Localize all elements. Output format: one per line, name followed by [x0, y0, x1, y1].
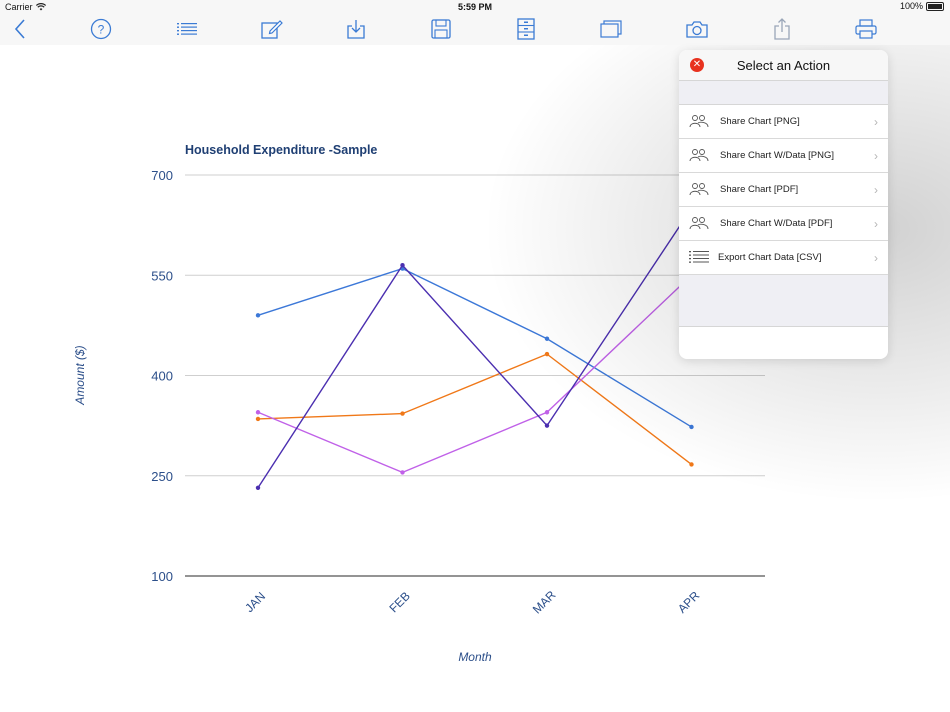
close-icon[interactable]: ✕ [690, 58, 704, 72]
popover-title: Select an Action [736, 58, 831, 73]
windows-icon [600, 20, 622, 38]
print-icon [855, 19, 877, 39]
battery-icon [926, 1, 944, 11]
popover-item-label: Share Chart [PNG] [720, 116, 800, 127]
popover-item[interactable]: Export Chart Data [CSV] › [679, 241, 888, 275]
back-icon [14, 19, 25, 39]
x-tick-label: APR [675, 588, 703, 616]
people-icon [689, 148, 709, 164]
popover-item[interactable]: Share Chart W/Data [PDF] › [679, 207, 888, 241]
popover-item[interactable]: Share Chart W/Data [PNG] › [679, 139, 888, 173]
battery-percent: 100% [899, 1, 923, 11]
status-time: 5:59 PM [457, 2, 492, 12]
data-point [400, 411, 405, 416]
download-icon [347, 20, 365, 39]
cabinet-icon [517, 18, 535, 40]
save-button[interactable] [429, 18, 453, 40]
popover-item[interactable]: Share Chart [PDF] › [679, 173, 888, 207]
edit-button[interactable] [260, 18, 284, 40]
share-icon [774, 18, 790, 40]
data-point [255, 313, 261, 318]
carrier-info: Carrier [5, 2, 46, 12]
x-tick-label: FEB [386, 589, 412, 615]
action-popover: ✕ Select an Action Share Chart [PNG] › Sha… [679, 50, 888, 359]
chart-area: Household Expenditure -Sample 100 250 400 5… [0, 45, 950, 712]
popover-item[interactable]: Share Chart [PNG] › [679, 105, 888, 139]
chevron-right-icon: › [874, 115, 878, 129]
popover-spacer [679, 81, 888, 105]
y-tick-label: 400 [151, 369, 173, 384]
toolbar: ? [0, 14, 950, 45]
download-button[interactable] [344, 18, 368, 40]
series-4 [255, 206, 694, 490]
data-point [544, 423, 550, 428]
chevron-right-icon: › [874, 183, 878, 197]
series-line [257, 274, 692, 474]
y-axis-label: Amount ($) [73, 345, 87, 405]
chart-title: Household Expenditure -Sample [185, 143, 377, 157]
popover-item-label: Share Chart W/Data [PNG] [720, 150, 835, 161]
wifi-icon [35, 3, 46, 11]
save-icon [431, 19, 451, 39]
chevron-right-icon: › [874, 251, 878, 265]
chevron-right-icon: › [874, 149, 878, 163]
x-axis-label: Month [458, 650, 492, 664]
series-line [257, 208, 693, 489]
camera-icon [686, 21, 708, 38]
popover-header: ✕ Select an Action [679, 50, 888, 81]
y-tick-label: 550 [151, 268, 173, 283]
camera-button[interactable] [685, 18, 709, 40]
people-icon [689, 182, 709, 198]
list-icon [689, 250, 709, 266]
series-2 [255, 351, 694, 467]
list-button[interactable] [175, 18, 199, 40]
data-point [689, 462, 694, 467]
cabinet-button[interactable] [514, 18, 538, 40]
y-tick-label: 100 [151, 569, 173, 584]
carrier-label: Carrier [5, 2, 33, 12]
status-bar: Carrier 5:59 PM 100% [0, 0, 950, 14]
data-point [255, 416, 261, 422]
help-icon: ? [90, 18, 112, 40]
help-button[interactable]: ? [89, 18, 113, 40]
list-icon [177, 23, 197, 35]
x-tick-label: JAN [242, 589, 268, 615]
data-point [544, 336, 550, 341]
back-button[interactable] [8, 18, 32, 40]
print-button[interactable] [854, 18, 878, 40]
popover-footer [679, 275, 888, 327]
data-point [689, 424, 694, 430]
data-point [255, 485, 261, 490]
line-chart: Household Expenditure -Sample 100 250 400 5… [73, 143, 765, 664]
y-tick-label: 250 [151, 469, 173, 484]
x-tick-label: MAR [530, 588, 559, 617]
people-icon [689, 114, 709, 130]
chevron-right-icon: › [874, 217, 878, 231]
share-button[interactable] [770, 18, 794, 40]
popover-item-label: Export Chart Data [CSV] [718, 252, 822, 263]
data-point [544, 410, 550, 415]
windows-button[interactable] [599, 18, 623, 40]
y-tick-label: 700 [151, 168, 173, 183]
data-point [255, 410, 261, 415]
series-line [257, 267, 692, 428]
series-line [257, 353, 692, 465]
svg-text:?: ? [98, 23, 105, 37]
edit-icon [261, 20, 283, 39]
data-point [544, 351, 550, 357]
battery-info: 100% [900, 1, 944, 11]
popover-item-label: Share Chart W/Data [PDF] [720, 218, 833, 229]
data-point [400, 470, 405, 475]
people-icon [689, 216, 709, 232]
popover-item-label: Share Chart [PDF] [720, 184, 799, 195]
data-point [400, 263, 405, 268]
series-1 [255, 266, 694, 430]
